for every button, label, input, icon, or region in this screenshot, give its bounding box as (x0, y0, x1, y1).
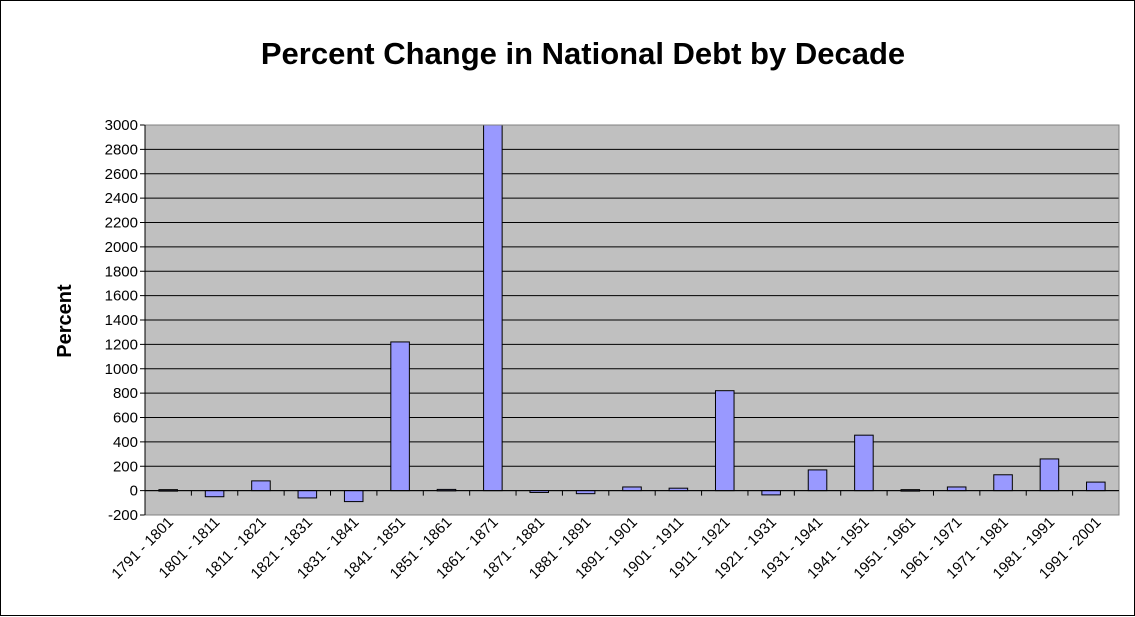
y-tick-label: 1400 (105, 312, 138, 329)
y-tick-label: 2000 (105, 239, 138, 256)
bar (297, 490, 318, 499)
chart-title: Percent Change in National Debt by Decad… (261, 36, 905, 71)
y-tick-label: 1000 (105, 361, 138, 378)
bar (854, 434, 874, 492)
bar (1086, 481, 1106, 492)
bar (761, 490, 781, 496)
axes (140, 124, 1120, 516)
y-tick-label: 200 (113, 458, 138, 475)
bar (390, 341, 410, 492)
y-tick-label: 2400 (105, 190, 138, 207)
y-tick-label: 0 (130, 483, 138, 500)
y-tick-label: 1200 (105, 336, 138, 353)
y-tick-label: -200 (108, 507, 138, 524)
bar (714, 390, 735, 492)
y-tick-labels: -200 0 200 400 600 800 1000 1200 1400 1600 1800 200… (105, 117, 138, 524)
bar (251, 480, 271, 492)
y-tick-label: 1600 (105, 288, 138, 305)
bar (343, 490, 364, 503)
y-tick-label: 800 (113, 385, 138, 402)
y-tick-label: 1800 (105, 263, 138, 280)
bar (483, 124, 503, 492)
y-tick-label: 2800 (105, 141, 138, 158)
y-tick-label: 400 (113, 434, 138, 451)
y-tick-label: 2200 (105, 215, 138, 232)
bar (204, 490, 225, 498)
y-tick-label: 2600 (105, 166, 138, 183)
bar (1039, 458, 1060, 492)
bar (807, 469, 828, 492)
bar (622, 486, 642, 492)
bar (946, 486, 967, 492)
y-tick-label: 3000 (105, 117, 138, 134)
y-axis-label: Percent (54, 284, 76, 358)
bar (993, 474, 1013, 492)
y-tick-label: 600 (113, 410, 138, 427)
gridlines (145, 124, 1119, 516)
